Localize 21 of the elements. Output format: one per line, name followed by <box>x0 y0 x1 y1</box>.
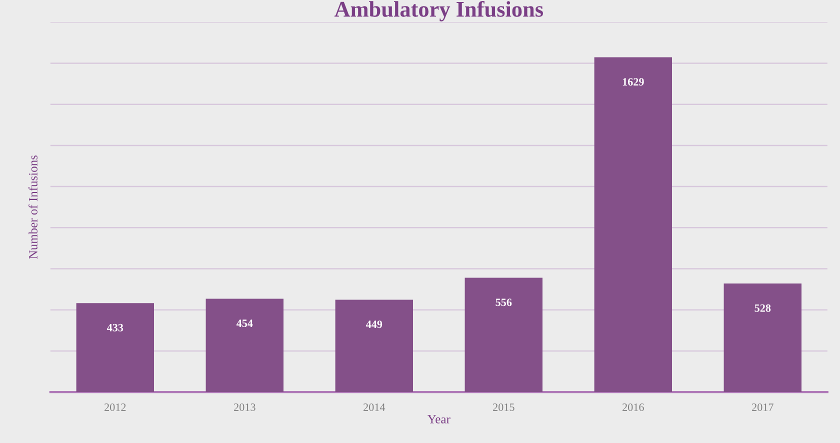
x-axis-title: Year <box>428 415 450 424</box>
y-axis-title: Number of Infusions <box>28 155 38 259</box>
data-label: 454 <box>236 320 253 328</box>
chart-title: Ambulatory Infusions <box>334 0 544 22</box>
x-tick-label: 2013 <box>234 403 256 411</box>
data-label: 556 <box>496 298 512 306</box>
bar <box>724 284 802 392</box>
bar <box>464 278 542 392</box>
bar <box>206 298 284 392</box>
data-label: 1629 <box>622 78 644 86</box>
data-label: 433 <box>106 324 124 332</box>
x-tick-label: 2012 <box>104 403 126 411</box>
bar <box>76 303 154 392</box>
x-tick-label: 2016 <box>622 403 644 411</box>
data-label: 449 <box>366 320 382 328</box>
x-tick-label: 2015 <box>493 403 514 411</box>
x-tick-label: 2017 <box>752 403 774 411</box>
bar <box>335 300 413 392</box>
x-tick-label: 2014 <box>364 403 386 411</box>
bar <box>594 57 672 392</box>
data-label: 528 <box>754 304 771 312</box>
